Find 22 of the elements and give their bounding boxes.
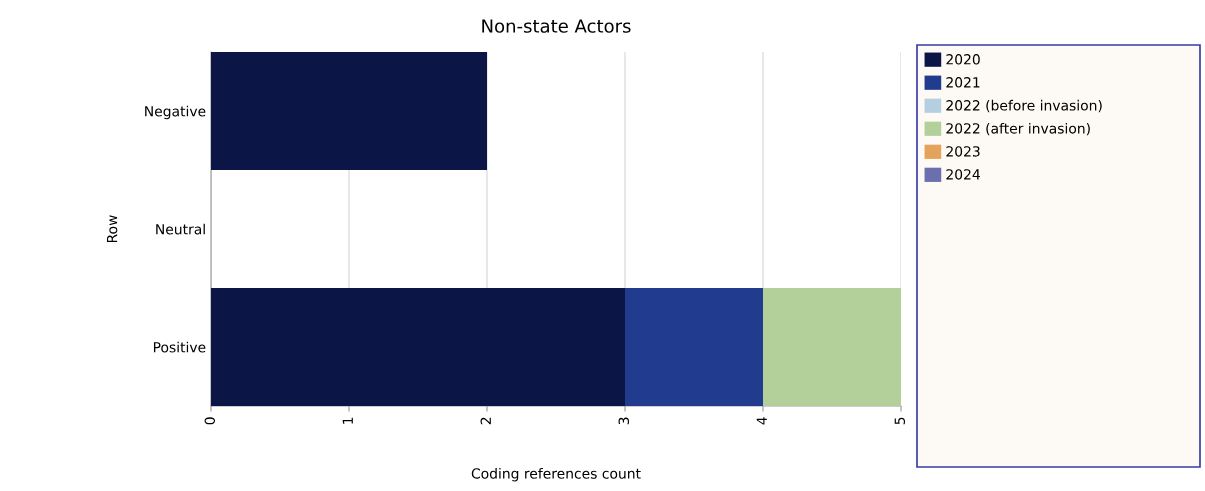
legend-label: 2021 — [946, 77, 980, 88]
legend-label: 2024 — [946, 169, 980, 180]
y-tick-label: Positive — [153, 341, 206, 353]
y-tick-label: Neutral — [156, 223, 205, 235]
chart-title: Non-state Actors — [482, 19, 631, 33]
x-axis-title: Coding references count — [471, 468, 641, 482]
x-tick-label: 0 — [204, 417, 216, 425]
x-tick-label: 1 — [342, 417, 353, 424]
y-axis-title: Row — [106, 215, 118, 243]
legend-label: 2023 — [946, 146, 980, 157]
legend-label: 2020 — [946, 54, 980, 65]
legend-label: 2022 (after invasion) — [946, 122, 1090, 136]
bar — [211, 52, 487, 170]
legend-label: 2022 (before invasion) — [946, 99, 1102, 113]
bar — [211, 288, 625, 406]
bar — [763, 288, 901, 406]
x-tick-label: 5 — [894, 417, 906, 425]
x-tick-label: 2 — [480, 417, 491, 425]
bar — [625, 288, 763, 406]
x-tick-label: 3 — [618, 417, 630, 425]
y-tick-label: Negative — [145, 105, 206, 120]
x-tick-label: 4 — [756, 417, 767, 425]
